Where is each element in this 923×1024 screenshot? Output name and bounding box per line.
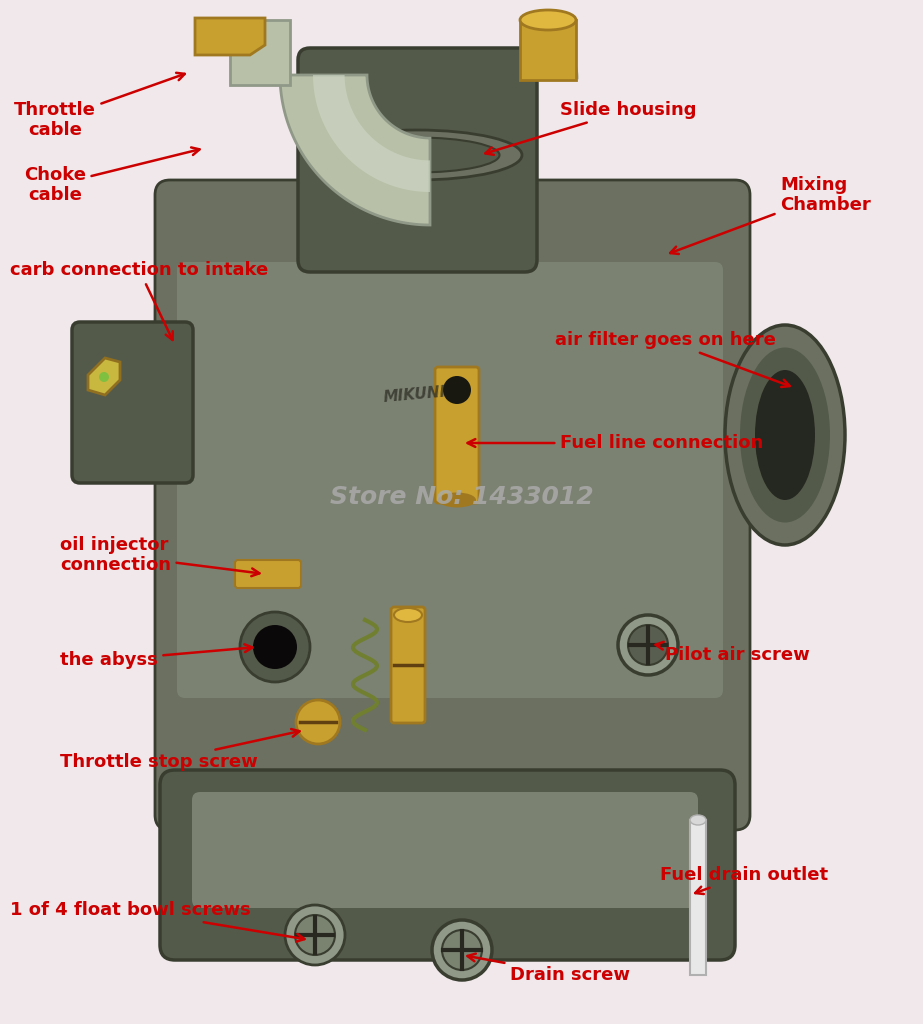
Text: Fuel line connection: Fuel line connection bbox=[468, 434, 763, 452]
FancyBboxPatch shape bbox=[177, 262, 723, 698]
Text: Choke
cable: Choke cable bbox=[24, 147, 199, 205]
Circle shape bbox=[432, 920, 492, 980]
Circle shape bbox=[295, 915, 335, 955]
Circle shape bbox=[618, 615, 678, 675]
Text: Mixing
Chamber: Mixing Chamber bbox=[670, 175, 870, 254]
Polygon shape bbox=[280, 75, 430, 225]
FancyBboxPatch shape bbox=[435, 367, 479, 503]
Text: carb connection to intake: carb connection to intake bbox=[10, 261, 269, 340]
Text: MIKUNI: MIKUNI bbox=[383, 385, 447, 406]
Bar bbox=[690, 820, 706, 975]
Ellipse shape bbox=[334, 137, 499, 172]
Circle shape bbox=[296, 700, 340, 744]
Text: the abyss: the abyss bbox=[60, 644, 253, 669]
Text: oil injector
connection: oil injector connection bbox=[60, 536, 259, 577]
Text: Drain screw: Drain screw bbox=[467, 953, 630, 984]
FancyBboxPatch shape bbox=[155, 180, 750, 830]
Text: Slide housing: Slide housing bbox=[485, 101, 697, 155]
FancyBboxPatch shape bbox=[72, 322, 193, 483]
Text: Store No: 1433012: Store No: 1433012 bbox=[330, 484, 593, 509]
FancyBboxPatch shape bbox=[160, 770, 735, 961]
FancyBboxPatch shape bbox=[235, 560, 301, 588]
Ellipse shape bbox=[394, 608, 422, 622]
FancyBboxPatch shape bbox=[192, 792, 698, 908]
Ellipse shape bbox=[755, 370, 815, 500]
Polygon shape bbox=[230, 20, 290, 85]
Circle shape bbox=[253, 625, 297, 669]
Text: Fuel drain outlet: Fuel drain outlet bbox=[660, 866, 828, 894]
Polygon shape bbox=[88, 358, 120, 395]
Text: Pilot air screw: Pilot air screw bbox=[655, 642, 809, 664]
Text: Throttle stop screw: Throttle stop screw bbox=[60, 729, 300, 771]
Circle shape bbox=[442, 930, 482, 970]
Polygon shape bbox=[195, 18, 265, 55]
Circle shape bbox=[628, 625, 668, 665]
Ellipse shape bbox=[520, 10, 576, 30]
Polygon shape bbox=[313, 75, 430, 193]
Circle shape bbox=[240, 612, 310, 682]
FancyBboxPatch shape bbox=[298, 48, 537, 272]
Text: 1 of 4 float bowl screws: 1 of 4 float bowl screws bbox=[10, 901, 305, 942]
Polygon shape bbox=[525, 26, 577, 78]
Ellipse shape bbox=[312, 130, 522, 180]
FancyBboxPatch shape bbox=[391, 607, 425, 723]
Text: Throttle
cable: Throttle cable bbox=[14, 73, 185, 139]
Circle shape bbox=[99, 372, 109, 382]
Ellipse shape bbox=[438, 493, 476, 508]
Ellipse shape bbox=[740, 347, 830, 522]
Circle shape bbox=[285, 905, 345, 965]
Ellipse shape bbox=[690, 815, 706, 825]
Polygon shape bbox=[520, 20, 576, 80]
Ellipse shape bbox=[725, 325, 845, 545]
Circle shape bbox=[443, 376, 471, 404]
Text: air filter goes on here: air filter goes on here bbox=[555, 331, 790, 387]
